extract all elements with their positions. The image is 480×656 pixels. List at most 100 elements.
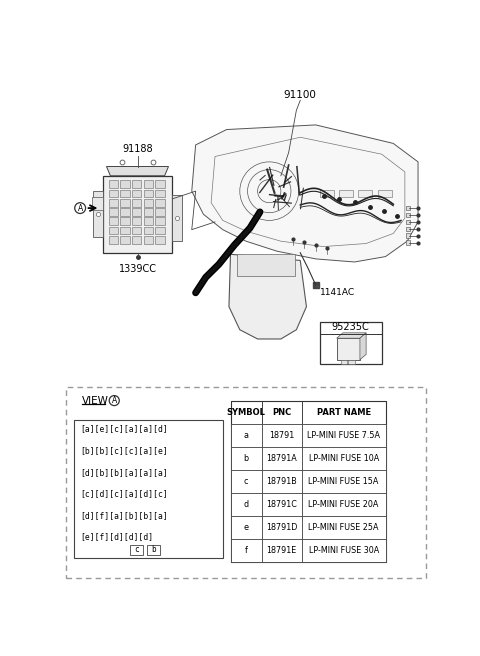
Bar <box>66 387 426 578</box>
Bar <box>109 217 118 225</box>
Bar <box>132 217 142 225</box>
Bar <box>359 190 372 197</box>
Bar <box>156 226 165 234</box>
Bar <box>230 401 262 424</box>
Bar <box>144 236 153 243</box>
Text: A: A <box>112 396 117 405</box>
Bar <box>144 226 153 234</box>
Text: PNC: PNC <box>272 407 291 417</box>
Text: c: c <box>134 545 139 554</box>
Bar <box>302 493 385 516</box>
Bar <box>156 236 165 243</box>
Text: a: a <box>243 431 249 440</box>
Text: SYMBOL: SYMBOL <box>227 407 265 417</box>
Bar <box>406 213 410 217</box>
Bar <box>132 226 142 234</box>
Text: 91100: 91100 <box>284 90 317 100</box>
Text: LP-MINI FUSE 25A: LP-MINI FUSE 25A <box>309 523 379 532</box>
Bar <box>74 420 223 558</box>
Bar <box>144 190 153 197</box>
Bar <box>109 226 118 234</box>
Bar <box>302 401 385 424</box>
Text: LP-MINI FUSE 15A: LP-MINI FUSE 15A <box>309 477 379 486</box>
Bar <box>120 180 130 188</box>
Text: LP-MINI FUSE 10A: LP-MINI FUSE 10A <box>309 454 379 463</box>
Bar <box>132 236 142 243</box>
Bar <box>130 544 143 556</box>
Circle shape <box>75 203 85 213</box>
Bar <box>230 516 262 539</box>
Bar <box>109 208 118 216</box>
Bar <box>120 226 130 234</box>
Text: [c][d][c][a][d][c]: [c][d][c][a][d][c] <box>80 489 168 499</box>
Bar <box>109 190 118 197</box>
Bar <box>302 470 385 493</box>
Bar <box>120 217 130 225</box>
Bar <box>156 217 165 225</box>
Bar <box>378 190 392 197</box>
Bar <box>302 447 385 470</box>
Text: VIEW: VIEW <box>82 396 108 405</box>
Text: 91188: 91188 <box>122 144 153 154</box>
Bar <box>144 208 153 216</box>
Bar <box>406 220 410 224</box>
Bar <box>339 190 353 197</box>
Text: [d][f][a][b][b][a]: [d][f][a][b][b][a] <box>80 511 168 520</box>
Text: f: f <box>245 546 247 555</box>
Bar <box>109 180 118 188</box>
Bar <box>406 234 410 238</box>
Bar <box>302 424 385 447</box>
Text: 18791: 18791 <box>269 431 294 440</box>
Polygon shape <box>360 333 366 359</box>
Bar <box>156 199 165 207</box>
Bar <box>302 539 385 562</box>
Text: 18791A: 18791A <box>266 454 297 463</box>
Circle shape <box>109 396 120 405</box>
Polygon shape <box>192 125 418 262</box>
Bar <box>120 208 130 216</box>
Text: A: A <box>78 203 83 213</box>
Bar <box>230 493 262 516</box>
Text: 1141AC: 1141AC <box>321 288 356 297</box>
Text: LP-MINI FUSE 20A: LP-MINI FUSE 20A <box>309 500 379 509</box>
Bar <box>120 190 130 197</box>
Bar <box>340 359 347 363</box>
Text: b: b <box>151 545 156 554</box>
Bar <box>320 322 382 364</box>
Bar <box>320 190 334 197</box>
Bar <box>262 539 302 562</box>
Polygon shape <box>336 333 366 338</box>
Bar <box>156 180 165 188</box>
Bar <box>156 208 165 216</box>
Text: PART NAME: PART NAME <box>317 407 371 417</box>
Polygon shape <box>103 176 172 253</box>
Text: b: b <box>243 454 249 463</box>
Text: [a][e][c][a][a][d]: [a][e][c][a][a][d] <box>80 424 168 434</box>
Text: d: d <box>243 500 249 509</box>
Text: [b][b][c][c][a][e]: [b][b][c][c][a][e] <box>80 446 168 455</box>
Polygon shape <box>92 197 103 211</box>
Bar <box>406 206 410 211</box>
Text: [e][f][d][d][d]: [e][f][d][d][d] <box>80 533 153 541</box>
Bar <box>132 190 142 197</box>
Text: c: c <box>244 477 248 486</box>
Bar <box>406 226 410 231</box>
Bar <box>109 236 118 243</box>
Bar <box>144 217 153 225</box>
Text: LP-MINI FUSE 30A: LP-MINI FUSE 30A <box>309 546 379 555</box>
Text: LP-MINI FUSE 7.5A: LP-MINI FUSE 7.5A <box>307 431 380 440</box>
Bar <box>348 359 355 363</box>
Bar <box>336 338 360 359</box>
Polygon shape <box>107 167 168 176</box>
Text: [d][b][b][a][a][a]: [d][b][b][a][a][a] <box>80 468 168 477</box>
Bar <box>262 424 302 447</box>
Bar <box>230 470 262 493</box>
Bar <box>406 240 410 245</box>
Bar <box>230 447 262 470</box>
Bar <box>132 180 142 188</box>
Bar <box>237 255 295 276</box>
Bar <box>144 180 153 188</box>
Text: 18791E: 18791E <box>266 546 297 555</box>
Bar <box>262 493 302 516</box>
Bar <box>147 544 160 556</box>
